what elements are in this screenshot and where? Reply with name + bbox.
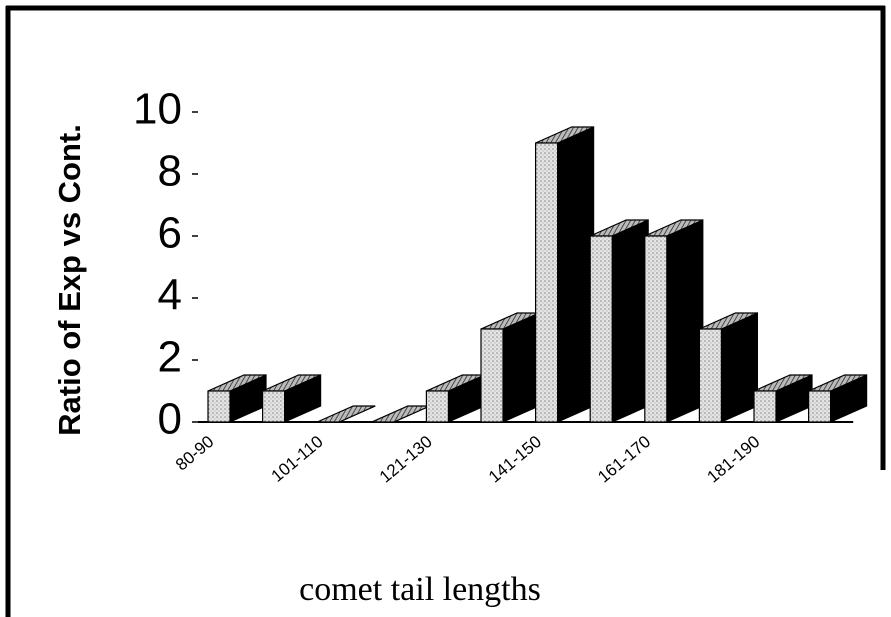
bar-top: [316, 405, 376, 423]
bar: [644, 235, 668, 423]
y-axis-title: Ratio of Exp vs Cont.: [52, 124, 87, 436]
x-axis-title: comet tail lengths: [299, 571, 541, 608]
x-tick-label: 141-150: [485, 432, 545, 487]
y-tick-label: 0: [158, 395, 182, 444]
y-tick-label: 8: [158, 147, 182, 196]
bar-side: [556, 126, 595, 423]
x-tick-label: 181-190: [703, 432, 763, 487]
y-tick-label: 6: [158, 209, 182, 258]
bar-side: [720, 312, 759, 423]
bar: [425, 390, 449, 423]
x-tick-label: 161-170: [594, 432, 654, 487]
bar: [753, 390, 777, 423]
bar: [807, 390, 832, 423]
x-tick-label: 121-130: [376, 432, 436, 487]
x-tick-label: 101-110: [268, 432, 327, 486]
bar: [534, 142, 559, 423]
bar: [207, 390, 231, 423]
bar-side: [666, 219, 704, 423]
y-tick-label: 2: [158, 333, 182, 382]
bar-side: [611, 219, 649, 423]
y-tick-label: 10: [133, 85, 182, 134]
bar: [698, 328, 723, 423]
bar: [262, 390, 286, 423]
bar: [480, 328, 504, 423]
bar-side: [502, 312, 540, 423]
bar-top: [371, 405, 431, 423]
bar: [589, 235, 613, 423]
y-tick-label: 4: [158, 271, 182, 320]
